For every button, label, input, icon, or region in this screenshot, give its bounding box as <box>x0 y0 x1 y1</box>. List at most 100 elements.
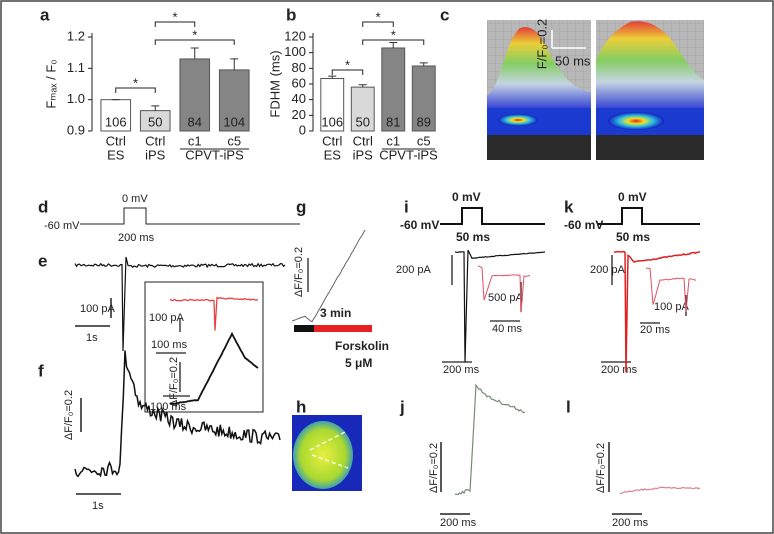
panel-label: i <box>404 197 409 216</box>
bar <box>179 58 211 132</box>
scale-label: 20 ms <box>640 324 670 336</box>
significance-bracket <box>115 87 156 93</box>
hold-label: -60 mV <box>44 220 80 232</box>
y-tick-label: 120 <box>284 28 306 43</box>
panel-label: d <box>38 197 48 216</box>
scale-label: 100 pA <box>654 301 690 313</box>
count-label: 106 <box>105 114 127 129</box>
scale-label: 3 min <box>320 306 351 320</box>
scale-label: ΔF/F₀=0.2 <box>293 247 305 297</box>
count-label: 84 <box>188 114 202 129</box>
significance-bracket <box>362 39 425 45</box>
scale-label: 1s <box>92 500 104 512</box>
cell-image <box>292 415 362 491</box>
trace <box>477 265 531 313</box>
y-tick-label: 1.2 <box>67 28 85 43</box>
hold-label: -60 mV <box>564 218 603 232</box>
x-tick-label: Ctrl <box>145 133 165 148</box>
trace <box>454 383 526 496</box>
step-label: 0 mV <box>122 193 148 205</box>
scale-bar <box>156 318 190 397</box>
error-bar <box>230 58 239 70</box>
x-tick-label: c1 <box>386 133 400 148</box>
scale-label: 500 pA <box>488 292 524 304</box>
error-bar <box>190 47 199 59</box>
step-label: 0 mV <box>618 190 647 204</box>
error-bar <box>328 75 337 79</box>
scale-label: 100 ms <box>151 339 188 351</box>
significance-bracket <box>331 69 364 75</box>
significance-bracket <box>154 21 196 27</box>
group-label: ES <box>107 147 125 162</box>
trace <box>169 296 259 331</box>
dose-label: 5 μM <box>345 356 372 370</box>
error-bar <box>419 62 428 66</box>
group-label: iPS <box>353 147 374 162</box>
drug-label: Forskolin <box>335 339 389 353</box>
panel-label: a <box>40 5 50 24</box>
inset <box>144 281 264 413</box>
panel-label: l <box>566 397 571 416</box>
duration-label: 50 ms <box>456 230 490 244</box>
trace <box>169 331 259 405</box>
x-tick-label: c5 <box>417 133 431 148</box>
surface-plot <box>487 20 704 160</box>
group-label: CPVT-iPS <box>379 147 438 162</box>
duration-label: 200 ms <box>118 232 155 244</box>
scale-label: ΔF/F₀=0.2 <box>428 443 440 493</box>
panel-label: g <box>296 197 306 216</box>
significance-bracket <box>154 39 235 45</box>
y-tick-label: 60 <box>292 75 306 90</box>
y-tick-label: 0 <box>299 122 306 137</box>
scale-label: 50 ms <box>555 53 591 68</box>
significance-label: * <box>391 27 396 42</box>
x-tick-label: Ctrl <box>353 133 373 148</box>
error-bar <box>151 105 160 111</box>
group-label: CPVT-iPS <box>185 147 244 162</box>
x-tick-label: c1 <box>188 133 202 148</box>
panel-label: e <box>38 251 47 270</box>
bar <box>218 69 250 132</box>
scale-bar <box>608 442 642 515</box>
y-tick-label: 80 <box>292 60 306 75</box>
scale-label: 200 ms <box>612 517 649 529</box>
significance-label: * <box>192 27 197 42</box>
panel-label: c <box>440 5 449 24</box>
x-tick-label: c5 <box>227 133 241 148</box>
y-tick-label: 1.0 <box>67 91 85 106</box>
scale-label: 200 pA <box>396 264 432 276</box>
y-axis-label: Fₘₐₓ / F₀ <box>43 59 58 108</box>
significance-label: * <box>133 75 138 90</box>
step-label: 0 mV <box>452 190 481 204</box>
scale-label: ΔF/F₀=0.2 <box>595 443 607 493</box>
drug-bar <box>314 325 372 332</box>
scale-label: 100 pA <box>149 312 185 324</box>
scale-label: 200 ms <box>440 517 477 529</box>
count-label: 50 <box>356 114 370 129</box>
scale-label: 200 ms <box>601 364 638 376</box>
trace <box>74 256 286 352</box>
trace <box>619 486 701 495</box>
trace <box>454 249 546 363</box>
y-tick-label: 40 <box>292 91 306 106</box>
panel-label: j <box>399 397 405 416</box>
panel-label: k <box>564 197 574 216</box>
significance-bracket <box>362 21 394 27</box>
group-label: iPS <box>145 147 166 162</box>
x-tick-label: Ctrl <box>106 133 126 148</box>
y-tick-label: 0.9 <box>67 122 85 137</box>
group-label: ES <box>324 147 342 162</box>
scale-label: 100 pA <box>80 303 116 315</box>
baseline-bar <box>294 325 314 332</box>
scale-label: 200 pA <box>590 264 626 276</box>
error-bar <box>358 84 367 88</box>
y-axis-label: FDHM (ms) <box>267 50 282 117</box>
voltage-step <box>80 207 300 225</box>
y-tick-label: 20 <box>292 107 306 122</box>
trace <box>645 267 697 312</box>
hold-label: -60 mV <box>400 218 439 232</box>
trace <box>291 229 366 323</box>
y-tick-label: 1.1 <box>67 60 85 75</box>
y-tick-label: 100 <box>284 44 306 59</box>
